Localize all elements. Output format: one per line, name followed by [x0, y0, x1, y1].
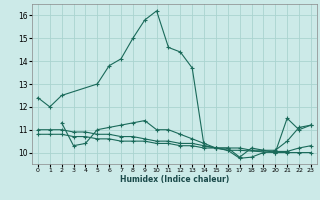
X-axis label: Humidex (Indice chaleur): Humidex (Indice chaleur) — [120, 175, 229, 184]
